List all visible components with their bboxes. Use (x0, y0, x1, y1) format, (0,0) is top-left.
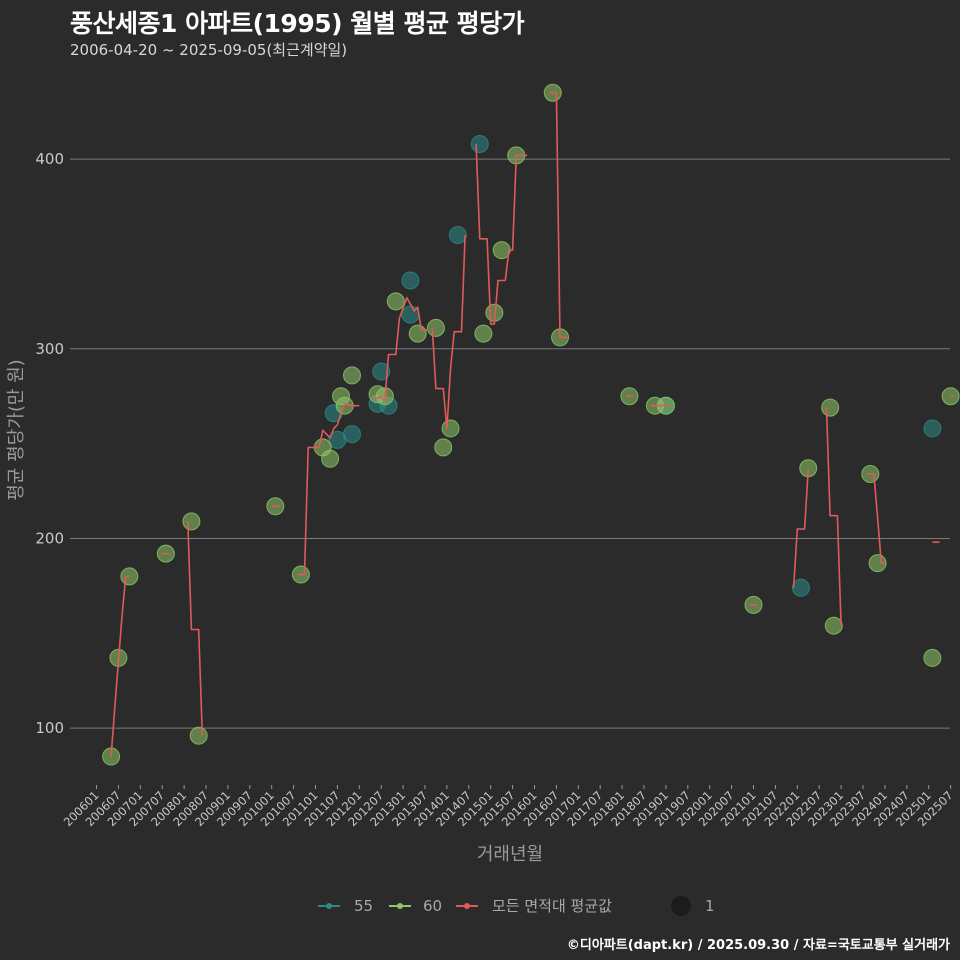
data-point-60[interactable] (182, 512, 201, 531)
average-line-segment (431, 234, 466, 430)
data-point-60[interactable] (434, 438, 453, 457)
data-point-60[interactable] (821, 398, 840, 417)
source-credit: ©디아파트(dapt.kr) / 2025.09.30 / 자료=국토교통부 실… (566, 938, 950, 953)
average-line-segment (110, 575, 130, 757)
y-tick-label: 400 (35, 150, 64, 168)
x-axis-title: 거래년월 (477, 844, 543, 865)
data-point-60[interactable] (189, 726, 208, 745)
data-point-55[interactable] (372, 362, 391, 381)
data-point-60[interactable] (441, 419, 460, 438)
legend-swatch-55 (326, 903, 332, 909)
average-line-segment (866, 473, 885, 564)
legend-swatch-60 (397, 903, 403, 909)
data-point-55[interactable] (791, 578, 810, 597)
legend: 55 60 모든 면적대 평균값 1 (318, 896, 715, 916)
legend-label-average: 모든 면적대 평균값 (492, 897, 612, 915)
average-line-segment (297, 402, 360, 576)
legend-item-55[interactable]: 55 (318, 897, 373, 915)
legend-item-60[interactable]: 60 (389, 897, 442, 915)
average-line-segment (187, 521, 204, 736)
data-point-55[interactable] (401, 271, 420, 290)
chart-subtitle: 2006-04-20 ~ 2025-09-05(최근계약일) (70, 41, 348, 59)
scatter-points (102, 83, 960, 766)
y-axis-ticks: 100 200 300 400 (35, 150, 64, 737)
data-point-55[interactable] (923, 419, 942, 438)
chart-title: 풍산세종1 아파트(1995) 월별 평균 평당가 (70, 9, 525, 38)
y-tick-label: 300 (35, 340, 64, 358)
data-point-55[interactable] (343, 425, 361, 444)
average-line-segment (825, 407, 842, 626)
data-point-60[interactable] (426, 318, 445, 337)
data-point-60[interactable] (923, 648, 942, 667)
legend-size-label: 1 (705, 897, 715, 915)
data-point-55[interactable] (470, 134, 489, 153)
grid-lines (70, 158, 950, 729)
data-point-60[interactable] (386, 292, 405, 311)
data-point-60[interactable] (824, 616, 843, 635)
data-point-60[interactable] (120, 567, 139, 586)
legend-label-60: 60 (423, 897, 442, 915)
data-point-60[interactable] (343, 366, 361, 385)
average-line (110, 92, 955, 757)
data-point-60[interactable] (474, 324, 493, 343)
legend-label-55: 55 (354, 897, 373, 915)
data-point-60[interactable] (321, 449, 340, 468)
data-point-55[interactable] (448, 226, 467, 244)
y-tick-label: 100 (35, 719, 64, 737)
average-line-segment (373, 296, 429, 403)
legend-item-average[interactable]: 모든 면적대 평균값 (456, 897, 612, 915)
legend-size-item: 1 (671, 896, 715, 916)
data-point-60[interactable] (408, 324, 427, 343)
y-tick-label: 200 (35, 529, 64, 547)
average-line-segment (792, 468, 810, 588)
x-axis-ticks: 2006012006072007012007072008012008072009… (61, 785, 956, 829)
average-line-segment (549, 92, 568, 339)
legend-size-swatch (671, 896, 691, 916)
data-point-60[interactable] (868, 554, 887, 573)
average-line-segment (475, 143, 528, 325)
y-axis-title: 평균 평당가(만 원) (6, 359, 27, 500)
legend-swatch-average (464, 903, 470, 909)
